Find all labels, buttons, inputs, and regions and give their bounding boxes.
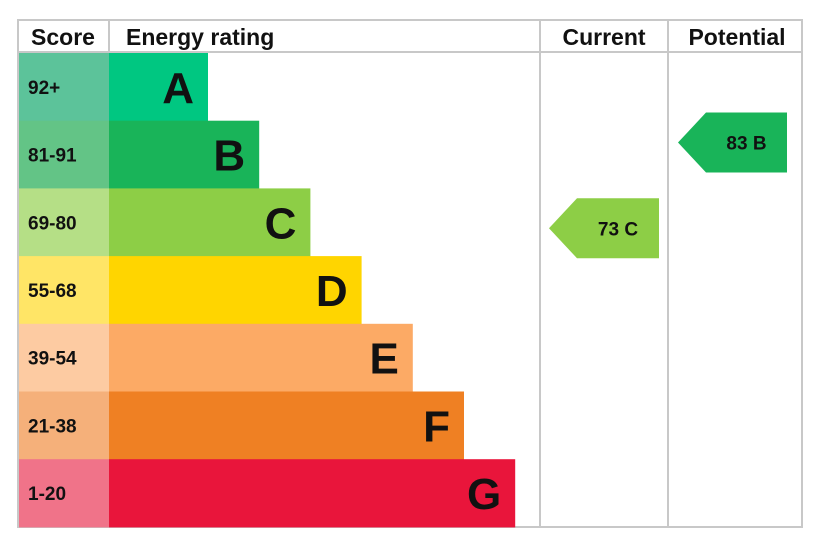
score-cell-B bbox=[19, 120, 109, 189]
score-cell-F bbox=[19, 391, 109, 460]
rating-letter-E: E bbox=[369, 335, 398, 384]
header-potential: Potential bbox=[688, 24, 785, 50]
score-range-D: 55-68 bbox=[28, 281, 77, 302]
score-range-A: 92+ bbox=[28, 78, 60, 99]
score-range-B: 81-91 bbox=[28, 146, 77, 167]
rating-letter-F: F bbox=[423, 402, 450, 451]
current-rating-label: 73 C bbox=[598, 219, 638, 240]
rating-bar-G bbox=[109, 459, 516, 528]
score-cell-D bbox=[19, 256, 109, 325]
current-rating-arrow bbox=[549, 198, 659, 259]
rating-bar-B bbox=[109, 120, 260, 189]
potential-rating-label: 83 B bbox=[726, 134, 766, 155]
score-range-E: 39-54 bbox=[28, 349, 77, 370]
rating-letter-B: B bbox=[213, 132, 245, 181]
header-energy-rating: Energy rating bbox=[126, 24, 274, 50]
score-cell-G bbox=[19, 459, 109, 528]
score-cell-A bbox=[19, 53, 109, 122]
score-cell-C bbox=[19, 188, 109, 257]
rating-letter-A: A bbox=[162, 64, 194, 113]
score-range-F: 21-38 bbox=[28, 416, 77, 437]
rating-bar-C bbox=[109, 188, 311, 257]
rating-bar-D bbox=[109, 256, 362, 325]
header-score: Score bbox=[31, 24, 95, 50]
rating-bar-F bbox=[109, 391, 464, 460]
potential-rating-arrow bbox=[678, 112, 787, 173]
header-current: Current bbox=[562, 24, 645, 50]
rating-bar-A bbox=[109, 53, 208, 122]
score-range-C: 69-80 bbox=[28, 213, 77, 234]
rating-letter-C: C bbox=[265, 199, 297, 248]
score-range-G: 1-20 bbox=[28, 484, 66, 505]
rating-letter-G: G bbox=[467, 470, 501, 519]
rating-letter-D: D bbox=[316, 267, 348, 316]
rating-bar-E bbox=[109, 323, 413, 392]
score-cell-E bbox=[19, 323, 109, 392]
